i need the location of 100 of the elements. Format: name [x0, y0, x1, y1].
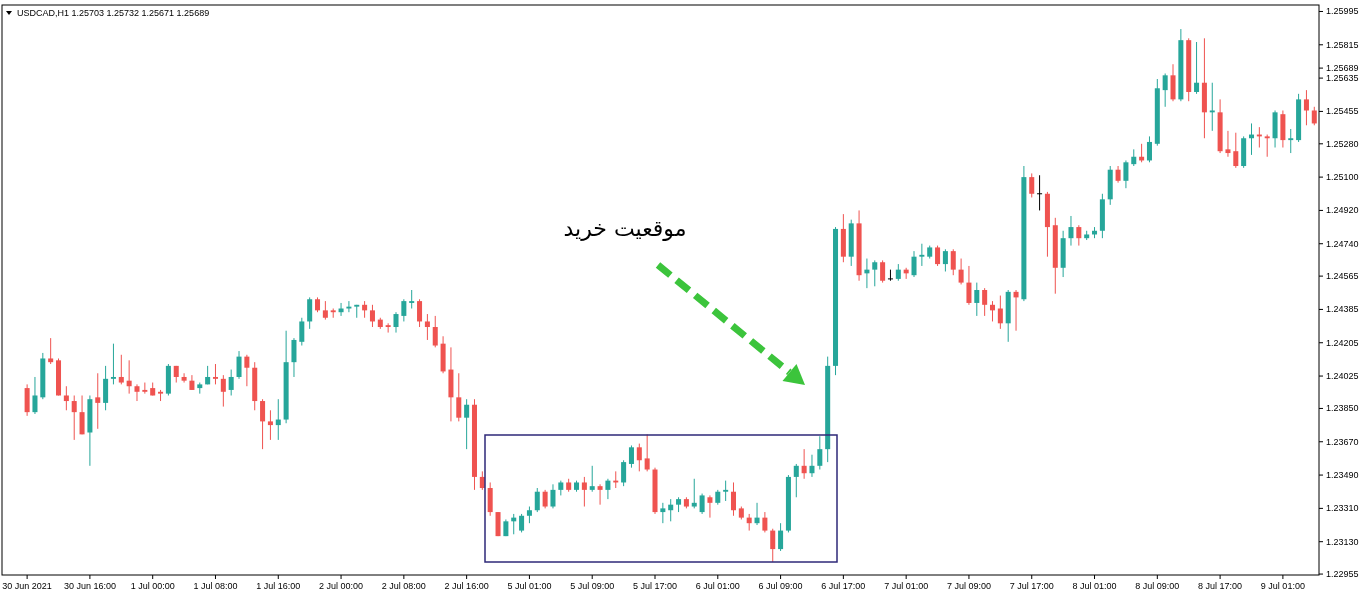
candlestick	[307, 296, 313, 330]
candlestick	[550, 483, 556, 509]
candlestick	[801, 448, 807, 480]
y-tick-label: 1.22955	[1326, 569, 1359, 580]
candlestick	[424, 313, 430, 341]
candlestick	[322, 300, 328, 321]
candlestick	[95, 372, 101, 430]
candlestick	[134, 383, 140, 402]
x-tick-label: 5 Jul 01:00	[507, 581, 552, 591]
y-tick-label: 1.25455	[1326, 106, 1359, 117]
x-tick-label: 9 Jul 01:00	[1260, 581, 1305, 591]
y-tick-label: 1.24565	[1326, 271, 1359, 282]
y-tick-label: 1.25815	[1326, 39, 1359, 50]
candlestick	[699, 493, 705, 515]
candlestick	[32, 376, 38, 415]
x-tick-label: 1 Jul 16:00	[256, 581, 301, 591]
annotation: موقعیت خرید	[563, 216, 687, 241]
candlestick	[762, 511, 768, 533]
x-tick-label: 6 Jul 09:00	[758, 581, 803, 591]
candlestick	[1076, 224, 1082, 247]
x-tick-label: 7 Jul 09:00	[946, 581, 991, 591]
candlestick	[1068, 215, 1074, 247]
candlestick	[71, 394, 77, 441]
candlestick	[621, 459, 627, 487]
candlestick	[409, 289, 415, 310]
y-tick-label: 1.24205	[1326, 337, 1359, 348]
candlestick	[1209, 82, 1215, 132]
candlestick	[464, 398, 470, 450]
candlestick	[770, 528, 776, 563]
candlestick	[809, 454, 815, 478]
candlestick	[220, 374, 226, 408]
candlestick	[212, 363, 218, 385]
y-tick-label: 1.25280	[1326, 138, 1359, 149]
y-tick-label: 1.24920	[1326, 205, 1359, 216]
candlestick	[244, 354, 250, 387]
candlestick	[997, 295, 1003, 330]
candlestick	[636, 443, 642, 472]
candlestick	[110, 343, 116, 385]
x-tick-label: 7 Jul 01:00	[884, 581, 929, 591]
candlestick	[401, 298, 407, 322]
x-tick-label: 6 Jul 17:00	[821, 581, 866, 591]
candlestick	[950, 248, 956, 276]
candlestick	[872, 259, 878, 287]
x-tick-label: 8 Jul 17:00	[1198, 581, 1243, 591]
candlestick	[236, 350, 242, 380]
candlestick	[605, 478, 611, 500]
candlestick	[299, 317, 305, 347]
candlestick	[958, 258, 964, 285]
candlestick	[48, 337, 54, 365]
candlestick	[707, 494, 713, 519]
x-tick-label: 2 Jul 16:00	[444, 581, 489, 591]
x-tick-label: 6 Jul 01:00	[695, 581, 740, 591]
candlestick	[589, 465, 595, 493]
y-tick-label: 1.23490	[1326, 470, 1359, 481]
candlestick	[1233, 132, 1239, 169]
candlestick	[369, 304, 375, 328]
candlestick	[534, 487, 540, 513]
candlestick	[118, 354, 124, 385]
x-tick-label: 8 Jul 01:00	[1072, 581, 1117, 591]
candlestick	[919, 243, 925, 267]
candlestick	[942, 248, 948, 272]
candlestick	[456, 372, 462, 422]
candlestick	[880, 259, 886, 284]
candlestick	[432, 315, 438, 348]
candlestick	[644, 433, 650, 472]
candlestick	[982, 287, 988, 317]
candlestick	[291, 337, 297, 378]
candlestick	[79, 394, 85, 435]
y-tick-label: 1.24385	[1326, 304, 1359, 315]
candlestick	[1194, 41, 1200, 95]
candlestick	[1225, 130, 1231, 158]
x-tick-label: 2 Jul 08:00	[381, 581, 426, 591]
candlestick	[597, 483, 603, 506]
candlestick	[778, 522, 784, 552]
candlestick	[1146, 135, 1152, 163]
x-tick-label: 2 Jul 00:00	[319, 581, 364, 591]
candlestick	[660, 502, 666, 524]
candlestick	[1264, 134, 1270, 158]
y-tick-label: 1.23670	[1326, 436, 1359, 447]
candlestick	[974, 282, 980, 317]
y-tick-label: 1.25635	[1326, 73, 1359, 84]
candlestick	[393, 311, 399, 334]
candlestick	[181, 372, 187, 384]
candlestick	[935, 245, 941, 267]
x-tick-label: 7 Jul 17:00	[1009, 581, 1054, 591]
candlestick	[346, 300, 352, 313]
y-tick-label: 1.25689	[1326, 63, 1359, 74]
y-tick-label: 1.24025	[1326, 371, 1359, 382]
x-tick-label: 30 Jun 2021	[2, 581, 52, 591]
candlestick	[1288, 128, 1294, 154]
y-tick-label: 1.25100	[1326, 172, 1359, 183]
x-tick-label: 8 Jul 09:00	[1135, 581, 1180, 591]
x-tick-label: 5 Jul 17:00	[632, 581, 678, 591]
candlestick	[1123, 159, 1129, 189]
candlestick	[63, 385, 69, 411]
candlestick	[1303, 89, 1309, 126]
candlestick	[1162, 72, 1168, 108]
x-tick-label: 1 Jul 00:00	[130, 581, 175, 591]
candlestick	[691, 478, 697, 509]
x-tick-label: 5 Jul 09:00	[570, 581, 615, 591]
